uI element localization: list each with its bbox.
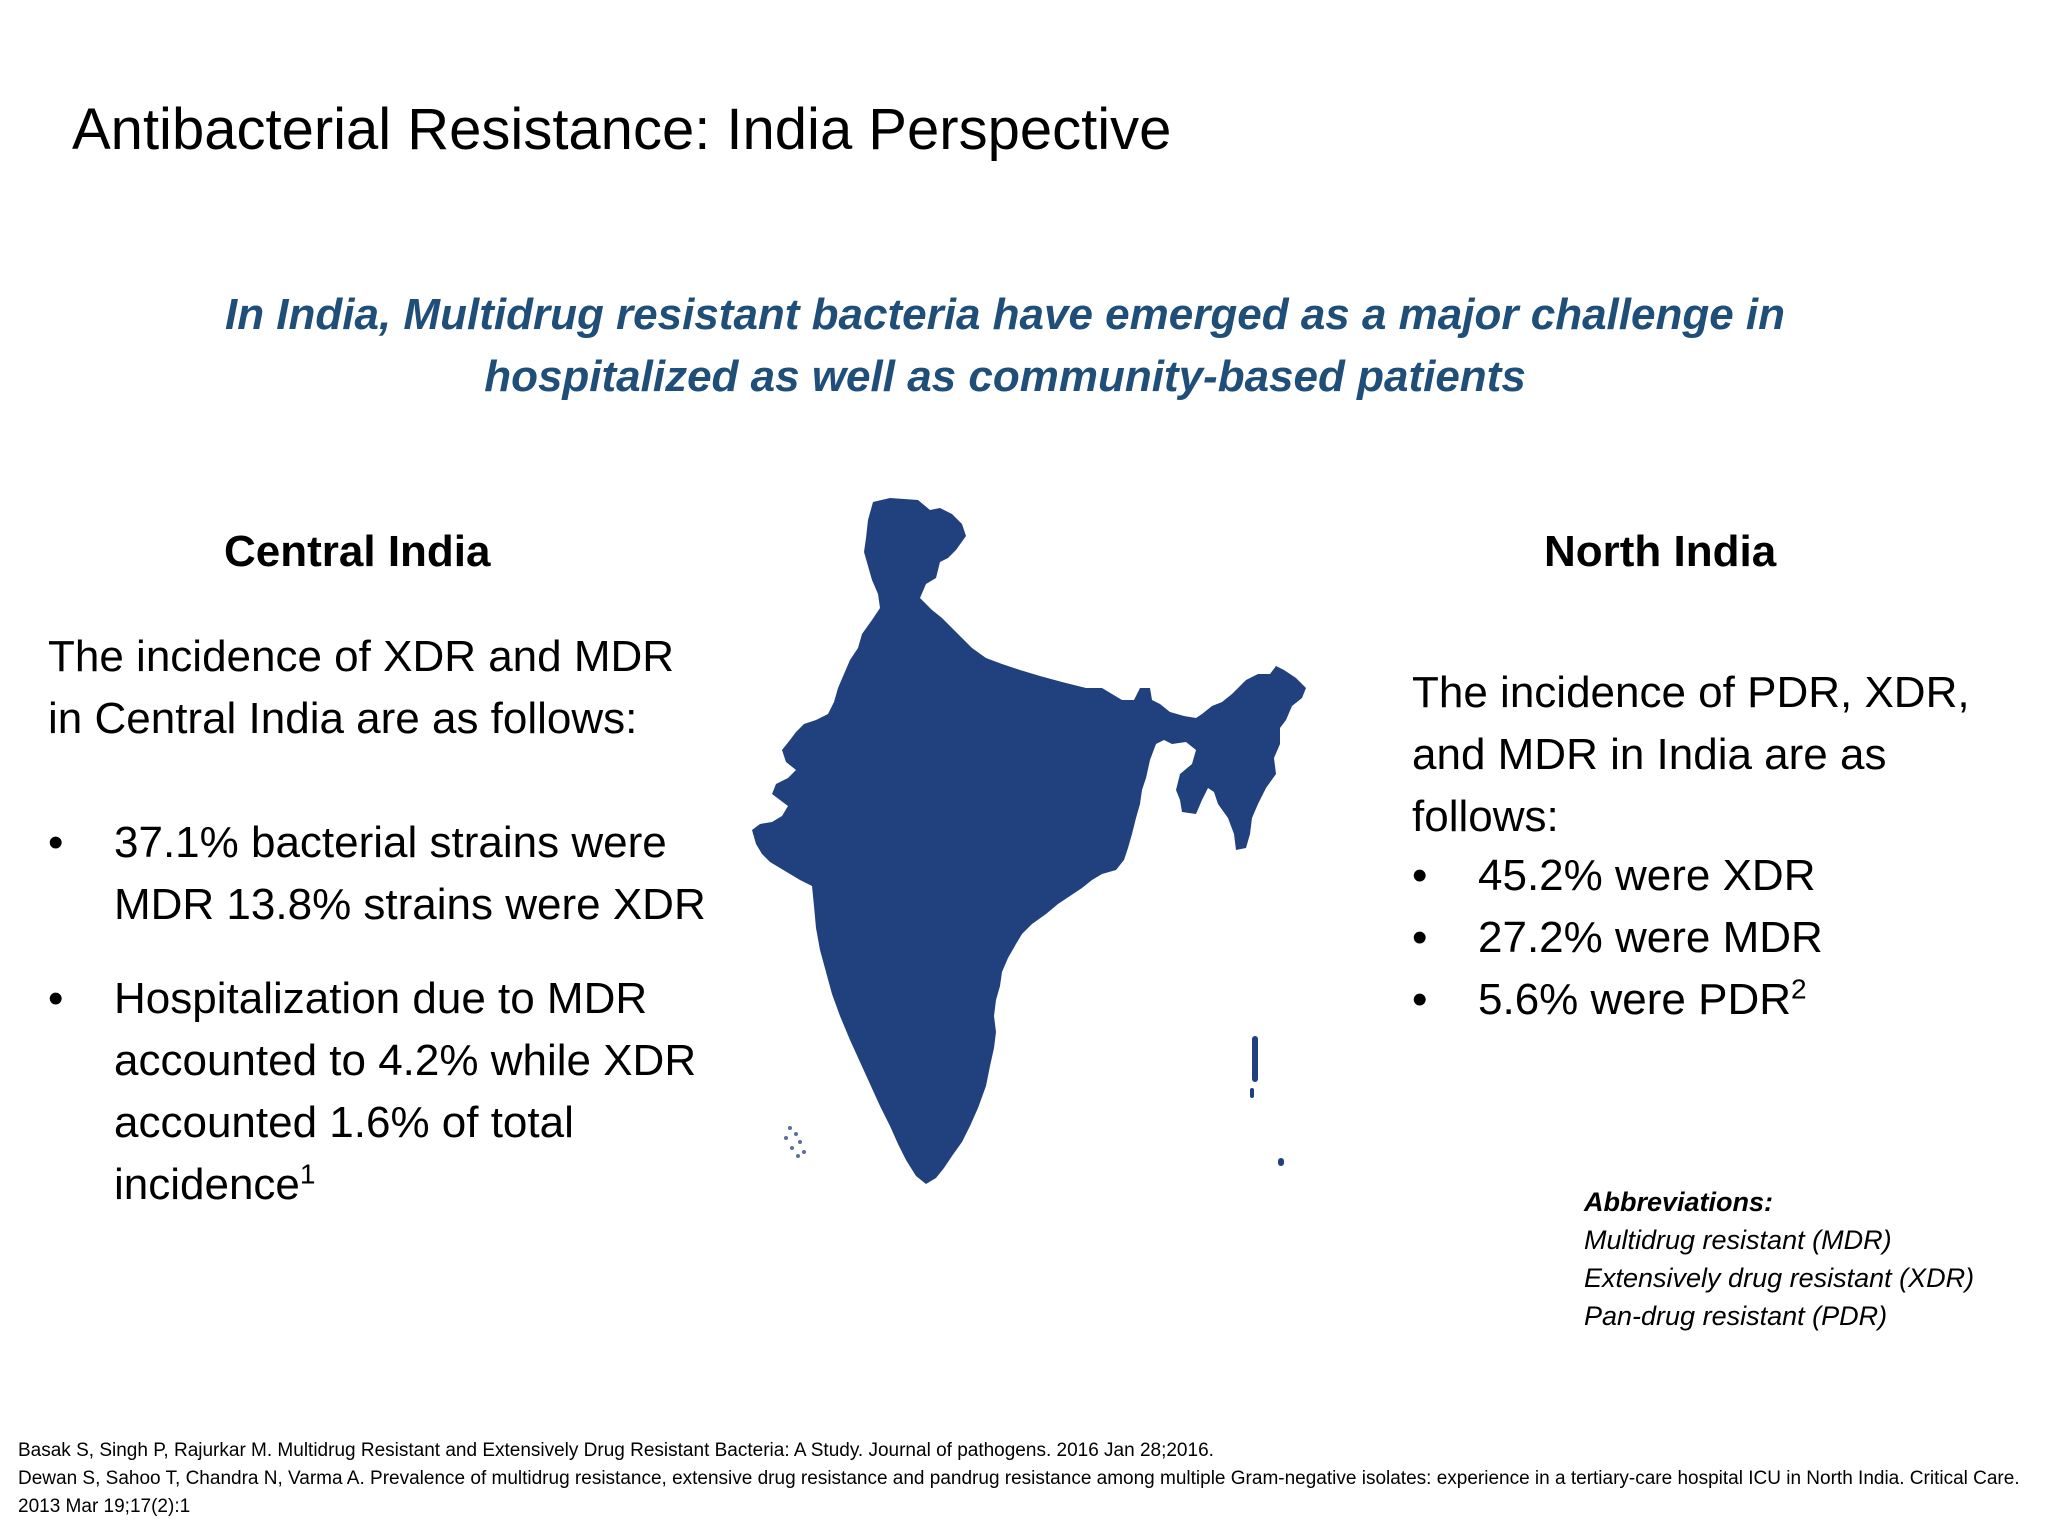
central-intro-line-1: The incidence of XDR and MDR xyxy=(48,632,675,681)
central-bullet-2: • Hospitalization due to MDR accounted t… xyxy=(48,968,706,1216)
subtitle-line-2: hospitalized as well as community-based … xyxy=(484,352,1526,401)
andaman-islands-shape xyxy=(1252,1036,1258,1082)
reference-2: Dewan S, Sahoo T, Chandra N, Varma A. Pr… xyxy=(18,1468,2020,1517)
bullet-dot: • xyxy=(1412,851,1428,900)
bullet-line: 45.2% were XDR xyxy=(1478,851,1816,900)
bullet-dot: • xyxy=(48,818,64,867)
central-india-heading: Central India xyxy=(224,527,491,576)
central-india-intro: The incidence of XDR and MDR in Central … xyxy=(48,626,674,750)
bullet-dot: • xyxy=(48,974,64,1023)
reference-superscript-1: 1 xyxy=(299,1158,316,1190)
bullet-dot: • xyxy=(1412,975,1428,1024)
bullet-line: MDR 13.8% strains were XDR xyxy=(114,880,706,929)
north-intro-line-2: and MDR in India are as xyxy=(1412,730,1887,779)
bullet-line: 27.2% were MDR xyxy=(1478,913,1823,962)
india-mainland-shape xyxy=(752,498,1306,1184)
lakshadweep-islands-shape xyxy=(784,1126,806,1158)
abbreviations-box: Abbreviations: Multidrug resistant (MDR)… xyxy=(1584,1183,1974,1335)
bullet-line: Hospitalization due to MDR xyxy=(114,974,648,1023)
north-intro-line-3: follows: xyxy=(1412,792,1559,841)
central-intro-line-2: in Central India are as follows: xyxy=(48,694,638,743)
bullet-line: 37.1% bacterial strains were xyxy=(114,818,667,867)
north-intro-line-1: The incidence of PDR, XDR, xyxy=(1412,668,1970,717)
reference-superscript-2: 2 xyxy=(1791,973,1807,1005)
bullet-line: 5.6% were PDR2 xyxy=(1478,969,1823,1031)
bullet-line: accounted 1.6% of total xyxy=(114,1098,574,1147)
abbreviation-item: Extensively drug resistant (XDR) xyxy=(1584,1263,1975,1293)
bullet-dot: • xyxy=(1412,913,1428,962)
central-india-bullet-list: • 37.1% bacterial strains were MDR 13.8%… xyxy=(48,812,706,1216)
central-bullet-1: • 37.1% bacterial strains were MDR 13.8%… xyxy=(48,812,706,936)
bullet-line-text: 5.6% were PDR xyxy=(1478,975,1792,1024)
north-india-heading: North India xyxy=(1544,527,1777,576)
abbreviation-item: Multidrug resistant (MDR) xyxy=(1584,1225,1892,1255)
north-bullet-2: • 27.2% were MDR xyxy=(1412,907,1823,969)
slide-subtitle: In India, Multidrug resistant bacteria h… xyxy=(100,284,1910,408)
subtitle-line-1: In India, Multidrug resistant bacteria h… xyxy=(224,290,1786,339)
bullet-line-text: incidence xyxy=(114,1160,300,1209)
abbreviation-item: Pan-drug resistant (PDR) xyxy=(1584,1301,1888,1331)
bullet-line: accounted to 4.2% while XDR xyxy=(114,1036,697,1085)
india-map-icon xyxy=(752,498,1306,1184)
north-india-intro: The incidence of PDR, XDR, and MDR in In… xyxy=(1412,662,1970,848)
andaman-islands-shape xyxy=(1250,1088,1254,1098)
reference-1: Basak S, Singh P, Rajurkar M. Multidrug … xyxy=(18,1440,1214,1461)
references: Basak S, Singh P, Rajurkar M. Multidrug … xyxy=(18,1437,2028,1521)
nicobar-islands-shape xyxy=(1278,1158,1284,1166)
north-bullet-3: • 5.6% were PDR2 xyxy=(1412,969,1823,1031)
north-india-bullet-list: • 45.2% were XDR • 27.2% were MDR • 5.6%… xyxy=(1412,845,1823,1031)
slide-title: Antibacterial Resistance: India Perspect… xyxy=(72,97,1172,162)
bullet-line-last: incidence1 xyxy=(114,1154,706,1216)
abbreviations-title: Abbreviations: xyxy=(1584,1187,1774,1217)
north-bullet-1: • 45.2% were XDR xyxy=(1412,845,1823,907)
